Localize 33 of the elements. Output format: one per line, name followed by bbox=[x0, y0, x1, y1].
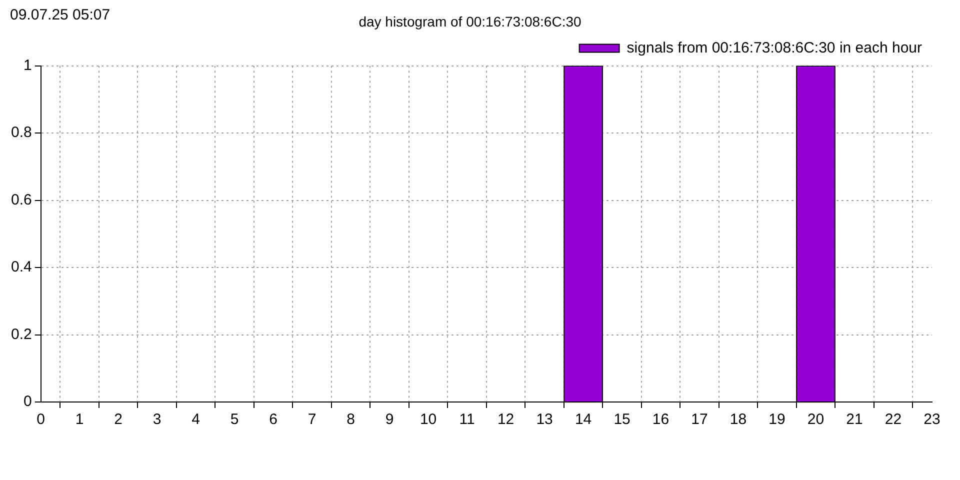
x-tick-label: 6 bbox=[269, 411, 278, 428]
x-tick-label: 13 bbox=[536, 411, 553, 428]
x-tick-label: 3 bbox=[152, 411, 162, 428]
x-tick-label: 16 bbox=[652, 411, 670, 428]
x-tick-label: 20 bbox=[807, 411, 824, 428]
y-tick-label: 0.2 bbox=[10, 326, 32, 343]
x-tick-label: 12 bbox=[497, 411, 514, 428]
x-tick-label: 2 bbox=[114, 411, 123, 428]
x-tick-label: 15 bbox=[614, 411, 630, 428]
x-tick-label: 18 bbox=[730, 411, 747, 428]
x-tick-label: 0 bbox=[36, 411, 46, 428]
y-tick-label: 0.8 bbox=[10, 124, 32, 142]
x-tick-label: 14 bbox=[574, 411, 592, 428]
x-tick-label: 7 bbox=[308, 411, 316, 428]
x-tick-label: 11 bbox=[459, 411, 475, 428]
y-tick-label: 0 bbox=[24, 393, 32, 410]
x-tick-label: 21 bbox=[846, 411, 863, 428]
x-tick-label: 23 bbox=[924, 411, 940, 428]
x-tick-label: 9 bbox=[385, 411, 394, 428]
text: 09.07.25 05:07 bbox=[10, 6, 110, 24]
x-tick-label: 17 bbox=[691, 411, 708, 428]
legend-label: signals from 00:16:73:08:6C:30 in each hour bbox=[626, 39, 922, 56]
x-tick-label: 10 bbox=[420, 411, 437, 428]
x-tick-label: 8 bbox=[346, 411, 355, 428]
x-tick-label: 1 bbox=[75, 411, 84, 428]
x-tick-label: 19 bbox=[768, 411, 786, 428]
chart-title: day histogram of 00:16:73:08:6C:30 bbox=[358, 13, 582, 30]
y-tick-label: 1 bbox=[24, 56, 32, 74]
y-tick-label: 0.6 bbox=[10, 191, 32, 208]
y-tick-label: 0.4 bbox=[10, 258, 32, 276]
x-tick-label: 5 bbox=[230, 411, 239, 428]
x-tick-label: 22 bbox=[884, 411, 902, 428]
x-tick-label: 4 bbox=[192, 411, 200, 428]
